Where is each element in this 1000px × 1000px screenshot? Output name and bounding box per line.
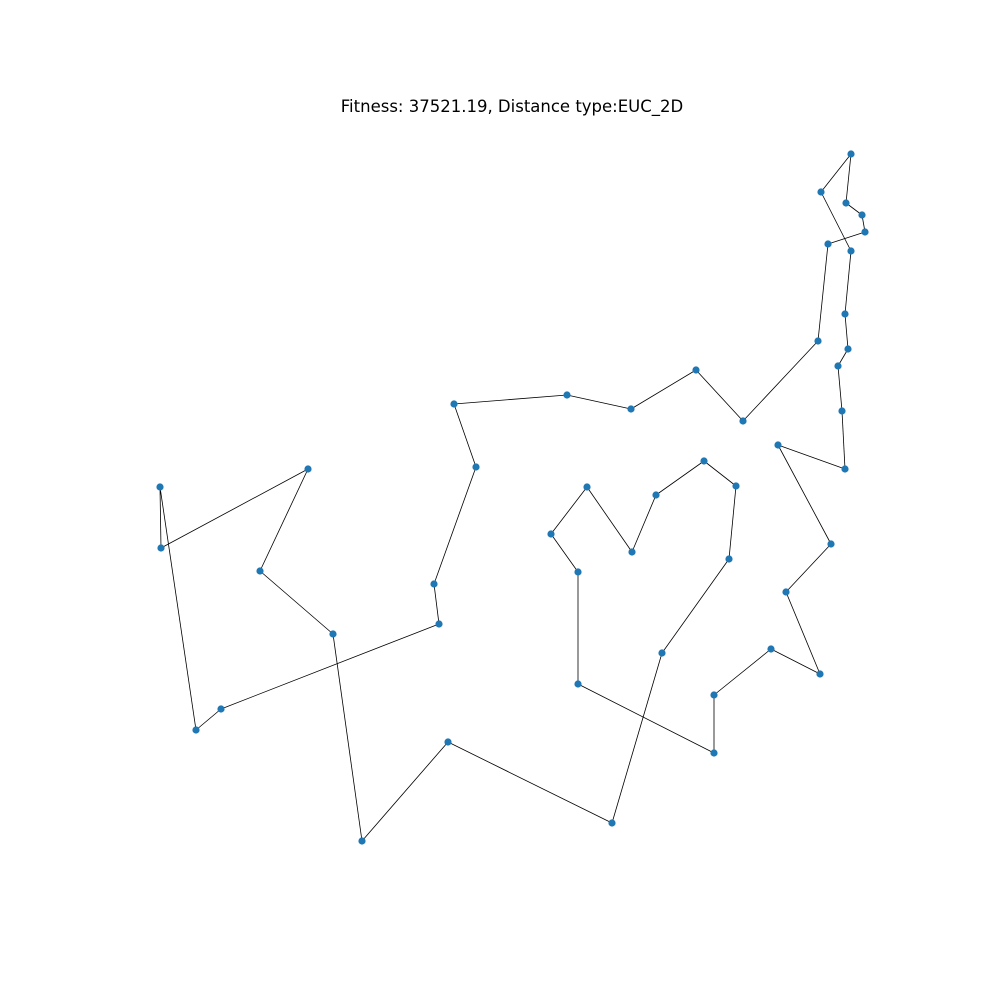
city-point (774, 441, 782, 449)
tour-edge (785, 543, 832, 593)
tour-edge (770, 648, 821, 675)
city-point (841, 465, 849, 473)
tour-edge (785, 591, 821, 675)
tour-edge (845, 153, 852, 204)
tour-edge (433, 466, 477, 585)
tour-edge (550, 533, 579, 573)
tour-edge (433, 583, 440, 625)
tour-edge (566, 394, 632, 410)
city-point (435, 620, 443, 628)
city-point (841, 310, 849, 318)
tour-edge (655, 460, 705, 496)
city-point (817, 188, 825, 196)
tour-edge (844, 250, 852, 315)
city-point (838, 407, 846, 415)
tour-edge (742, 340, 819, 422)
tour-edge (713, 648, 772, 696)
city-point (824, 240, 832, 248)
tour-edge (631, 494, 657, 553)
tour-edge (195, 708, 222, 731)
city-point (472, 463, 480, 471)
city-point (304, 465, 312, 473)
tour-edge (447, 741, 613, 824)
tour-edge (827, 231, 866, 245)
city-point (157, 544, 165, 552)
city-point (583, 483, 591, 491)
city-point (847, 150, 855, 158)
tour-edge (160, 468, 309, 549)
tour-edge (453, 403, 477, 468)
city-point (732, 482, 740, 490)
city-point (847, 247, 855, 255)
city-point (782, 588, 790, 596)
city-point (858, 211, 866, 219)
city-point (842, 199, 850, 207)
tour-edge (259, 468, 309, 572)
tour-edges (159, 153, 866, 842)
city-point (628, 548, 636, 556)
city-point (700, 457, 708, 465)
tour-edge (159, 486, 162, 549)
city-point (563, 391, 571, 399)
tour-edge (630, 369, 697, 410)
tour-edge (820, 191, 852, 252)
city-point (358, 837, 366, 845)
city-point (608, 819, 616, 827)
city-point (156, 483, 164, 491)
tour-edge (841, 410, 846, 470)
city-point (256, 567, 264, 575)
city-point (217, 705, 225, 713)
city-points (156, 150, 869, 845)
tour-edge (586, 486, 633, 553)
tour-edge (728, 485, 737, 560)
tour-edge (220, 623, 440, 710)
city-point (861, 228, 869, 236)
tour-edge (837, 365, 843, 412)
city-point (739, 417, 747, 425)
chart-title: Fitness: 37521.19, Distance type:EUC_2D (341, 97, 683, 117)
tour-edge (577, 683, 715, 754)
tour-edge (820, 153, 852, 193)
city-point (844, 345, 852, 353)
city-point (574, 568, 582, 576)
city-point (767, 645, 775, 653)
city-point (547, 530, 555, 538)
tour-edge (159, 486, 197, 731)
city-point (574, 680, 582, 688)
tour-edge (259, 570, 334, 635)
city-point (827, 540, 835, 548)
tour-edge (661, 558, 730, 654)
city-point (658, 649, 666, 657)
city-point (329, 630, 337, 638)
tour-edge (550, 486, 588, 535)
tour-edge (611, 652, 663, 824)
tour-edge (453, 394, 568, 405)
tour-edge (695, 369, 744, 422)
tour-edge (817, 243, 829, 342)
city-point (692, 366, 700, 374)
city-point (652, 491, 660, 499)
tour-edge (361, 741, 449, 842)
tour-edge (703, 460, 737, 487)
tour-edge (332, 633, 363, 842)
city-point (725, 555, 733, 563)
tour-edge (777, 444, 846, 470)
city-point (430, 580, 438, 588)
city-point (444, 738, 452, 746)
city-point (450, 400, 458, 408)
city-point (710, 749, 718, 757)
city-point (814, 337, 822, 345)
city-point (192, 726, 200, 734)
tour-edge (844, 313, 849, 350)
tour-edge (777, 444, 832, 545)
city-point (816, 670, 824, 678)
city-point (834, 362, 842, 370)
city-point (710, 691, 718, 699)
city-point (627, 405, 635, 413)
